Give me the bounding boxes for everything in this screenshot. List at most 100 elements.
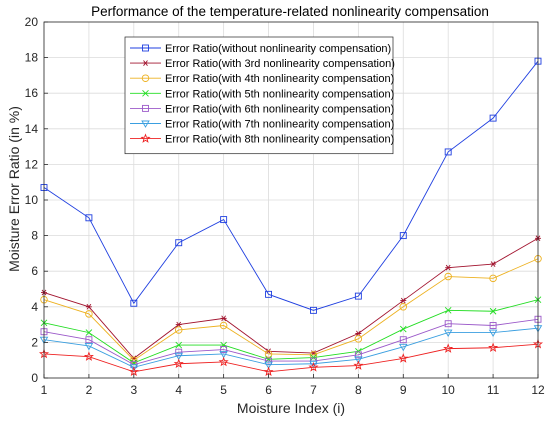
legend: Error Ratio(without nonlinearity compens… xyxy=(124,36,395,155)
data-point xyxy=(220,346,228,353)
data-point xyxy=(83,351,94,361)
legend-entry: Error Ratio(with 6th nonlinearity compen… xyxy=(130,103,394,115)
y-axis-label: Moisture Error Ratio (in %) xyxy=(6,106,22,272)
series-6 xyxy=(39,325,543,372)
data-point xyxy=(263,366,274,377)
y-tick-label: 16 xyxy=(25,86,39,100)
y-tick-label: 8 xyxy=(31,229,38,243)
data-point xyxy=(128,366,139,377)
legend-swatch-marker xyxy=(142,60,149,66)
data-point xyxy=(354,356,363,364)
data-point xyxy=(400,297,407,304)
data-point xyxy=(443,329,453,338)
y-tick-label: 6 xyxy=(31,264,38,278)
data-point xyxy=(173,358,184,369)
x-tick-label: 9 xyxy=(400,383,407,397)
y-tick-label: 4 xyxy=(31,300,38,314)
data-point xyxy=(219,321,228,330)
series-3 xyxy=(40,254,542,364)
legend-swatch-marker xyxy=(142,89,149,97)
legend-entry: Error Ratio(with 7th nonlinearity compen… xyxy=(130,119,394,131)
data-point xyxy=(490,261,497,267)
data-point xyxy=(175,321,182,328)
legend-label: Error Ratio(with 3rd nonlinearity compen… xyxy=(165,58,395,70)
data-point xyxy=(219,351,228,359)
data-point xyxy=(175,348,183,356)
data-point xyxy=(265,290,272,298)
data-point xyxy=(129,364,139,372)
data-point xyxy=(489,307,497,315)
data-point xyxy=(85,310,93,318)
y-tick-label: 2 xyxy=(31,335,38,349)
data-point xyxy=(444,148,452,156)
data-point xyxy=(399,336,407,344)
data-point xyxy=(399,325,407,333)
legend-entry: Error Ratio(with 4th nonlinearity compen… xyxy=(130,73,394,85)
legend-swatch-marker xyxy=(140,133,151,143)
legend-swatch-marker xyxy=(141,120,150,128)
series-line xyxy=(43,318,539,366)
data-point xyxy=(354,351,362,359)
data-point xyxy=(399,303,408,311)
chart-title: Performance of the temperature-related n… xyxy=(91,4,489,19)
data-point xyxy=(310,306,317,314)
x-tick-label: 11 xyxy=(487,383,500,397)
x-tick-label: 2 xyxy=(86,383,93,397)
series-layer xyxy=(38,57,544,377)
y-tick-label: 0 xyxy=(31,371,38,385)
legend-label: Error Ratio(with 5th nonlinearity compen… xyxy=(165,88,394,100)
series-line xyxy=(43,327,539,368)
y-tick-label: 12 xyxy=(25,157,39,171)
legend-swatch-marker xyxy=(142,104,149,112)
x-tick-label: 7 xyxy=(310,383,317,397)
data-point xyxy=(264,361,273,370)
data-point xyxy=(264,350,273,358)
series-7 xyxy=(38,338,544,377)
y-tick-label: 18 xyxy=(25,51,39,65)
legend-swatch-marker xyxy=(141,74,150,82)
data-point xyxy=(489,322,497,329)
data-point xyxy=(444,307,452,314)
series-1 xyxy=(40,57,542,314)
data-point xyxy=(85,329,93,336)
data-point xyxy=(174,352,184,361)
data-point xyxy=(355,347,362,355)
data-point xyxy=(398,343,408,352)
series-line xyxy=(43,60,539,311)
data-point xyxy=(220,315,227,322)
data-point xyxy=(354,335,363,343)
legend-entry: Error Ratio(without nonlinearity compens… xyxy=(130,43,391,55)
legend-label: Error Ratio(with 6th nonlinearity compen… xyxy=(165,103,394,115)
data-point xyxy=(220,341,227,349)
x-tick-label: 6 xyxy=(265,383,272,397)
series-line xyxy=(43,258,539,361)
data-point xyxy=(175,341,183,349)
data-point xyxy=(489,114,497,122)
data-point xyxy=(445,264,452,271)
x-tick-label: 8 xyxy=(355,383,362,397)
data-point xyxy=(265,357,272,365)
x-tick-label: 12 xyxy=(531,383,545,397)
data-point xyxy=(130,299,138,307)
data-point xyxy=(444,320,452,328)
data-point xyxy=(85,214,93,222)
data-point xyxy=(175,239,183,247)
y-tick-label: 14 xyxy=(25,122,39,136)
data-point xyxy=(353,360,364,370)
legend-label: Error Ratio(without nonlinearity compens… xyxy=(165,43,391,55)
data-point xyxy=(488,329,498,338)
data-point xyxy=(84,343,94,351)
data-point xyxy=(85,303,92,310)
data-point xyxy=(443,343,454,353)
x-tick-label: 3 xyxy=(130,383,137,397)
data-point xyxy=(220,216,228,224)
data-point xyxy=(489,274,497,283)
x-tick-label: 1 xyxy=(41,383,48,397)
legend-entry: Error Ratio(with 5th nonlinearity compen… xyxy=(130,88,394,100)
legend-label: Error Ratio(with 7th nonlinearity compen… xyxy=(165,119,394,131)
data-point xyxy=(355,330,362,337)
x-axis-label: Moisture Index (i) xyxy=(237,400,345,416)
data-point xyxy=(398,353,409,363)
